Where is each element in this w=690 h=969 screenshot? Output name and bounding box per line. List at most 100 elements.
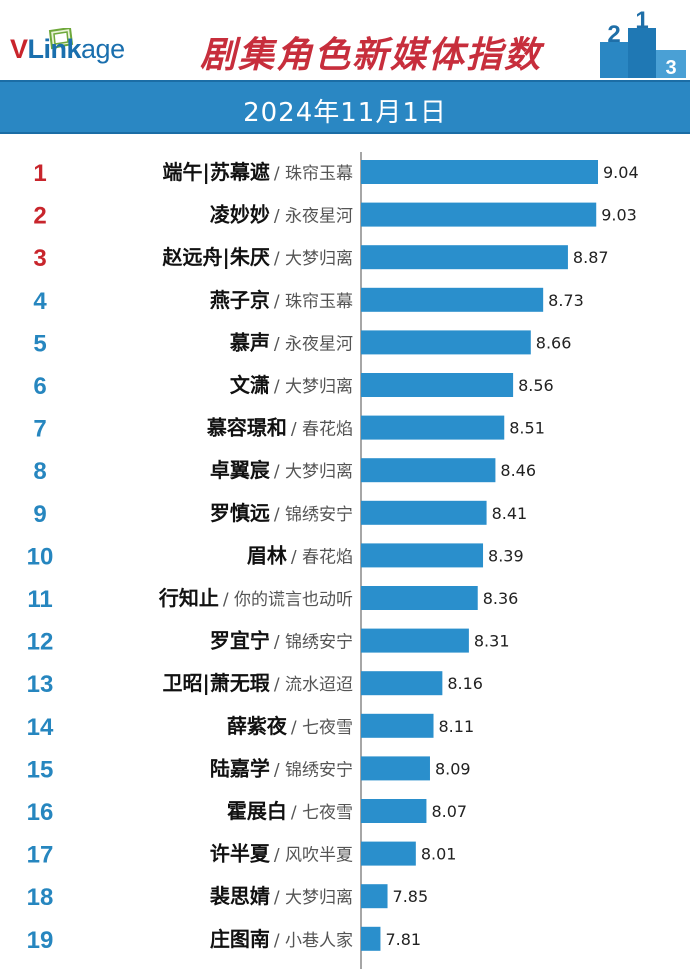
value-label: 8.73	[548, 291, 584, 310]
character-name: 眉林	[247, 543, 287, 567]
rank-label: 12	[27, 629, 54, 656]
show-name: 锦绣安宁	[285, 505, 353, 525]
chart-row: 18 裴思婧 / 大梦归离 7.85	[27, 884, 428, 911]
logo-text: VLinkage	[10, 34, 125, 65]
category-label: 慕容璟和 / 春花焰	[207, 416, 353, 440]
chart-row: 2 凌妙妙 / 永夜星河 9.03	[33, 202, 637, 230]
ranking-bar-chart: 1 端午|苏幕遮 / 珠帘玉幕 9.042 凌妙妙 / 永夜星河 9.033 赵远舟|朱厌 / …	[27, 152, 639, 969]
chart-row: 19 庄图南 / 小巷人家 7.81	[27, 926, 421, 954]
date-label: 2024年11月1日	[243, 98, 447, 128]
chart-row: 17 许半夏 / 风吹半夏 8.01	[27, 841, 456, 869]
value-label: 9.03	[601, 206, 637, 225]
podium-digit-2: 2	[607, 21, 620, 48]
show-name: 永夜星河	[285, 207, 353, 227]
value-label: 8.16	[447, 674, 483, 693]
chart-row: 9 罗慎远 / 锦绣安宁 8.41	[33, 500, 528, 528]
label-separator: /	[291, 803, 302, 823]
show-name: 风吹半夏	[285, 846, 353, 866]
rank-label: 6	[33, 373, 46, 400]
label-separator: /	[223, 590, 234, 610]
character-name: 陆嘉学	[210, 756, 270, 780]
character-name: 端午|苏幕遮	[163, 160, 270, 184]
label-separator: /	[274, 888, 285, 908]
character-name: 行知止	[158, 586, 219, 610]
show-name: 你的谎言也动听	[234, 590, 353, 610]
character-name: 庄图南	[210, 927, 270, 951]
date-band: 2024年11月1日	[0, 80, 690, 134]
value-label: 8.36	[483, 589, 519, 608]
rank-label: 8	[33, 458, 46, 485]
character-name: 卫昭|萧无瑕	[163, 671, 271, 695]
value-bar	[361, 799, 427, 823]
logo-frame-icon	[48, 28, 74, 50]
label-separator: /	[291, 547, 302, 567]
character-name: 罗慎远	[210, 501, 270, 525]
label-separator: /	[274, 846, 285, 866]
category-label: 文潇 / 大梦归离	[230, 373, 353, 397]
show-name: 大梦归离	[285, 888, 353, 908]
character-name: 卓翼宸	[210, 458, 271, 482]
character-name: 许半夏	[210, 842, 271, 866]
rank-label: 15	[27, 756, 54, 783]
character-name: 文潇	[230, 373, 270, 397]
value-label: 8.39	[488, 546, 524, 565]
character-name: 罗宜宁	[210, 629, 270, 653]
label-separator: /	[274, 760, 285, 780]
character-name: 裴思婧	[209, 884, 270, 908]
label-separator: /	[274, 249, 285, 269]
podium-digit-1: 1	[635, 8, 648, 34]
label-separator: /	[274, 675, 285, 695]
value-label: 8.41	[492, 504, 528, 523]
show-name: 永夜星河	[285, 334, 353, 354]
rank-label: 2	[33, 203, 46, 230]
show-name: 珠帘玉幕	[285, 292, 353, 312]
header: VLinkage 剧集角色新媒体指数 2 1 3	[0, 0, 690, 80]
character-name: 燕子京	[210, 288, 270, 312]
show-name: 春花焰	[302, 547, 353, 567]
label-separator: /	[274, 207, 285, 227]
podium-icon: 2 1 3	[600, 8, 686, 78]
vlinkage-logo: VLinkage	[8, 28, 158, 68]
value-bar	[361, 756, 430, 781]
value-label: 7.81	[385, 930, 421, 949]
show-name: 大梦归离	[285, 462, 353, 482]
character-name: 霍展白	[227, 799, 287, 823]
category-label: 行知止 / 你的谎言也动听	[158, 586, 353, 610]
value-label: 8.46	[500, 461, 536, 480]
value-bar	[361, 458, 496, 483]
character-name: 薛紫夜	[227, 714, 288, 738]
show-name: 七夜雪	[302, 803, 353, 823]
show-name: 锦绣安宁	[285, 633, 353, 653]
chart-row: 15 陆嘉学 / 锦绣安宁 8.09	[27, 756, 471, 783]
value-label: 8.87	[573, 248, 609, 267]
rank-label: 13	[27, 671, 54, 698]
label-separator: /	[291, 718, 302, 738]
chart-row: 16 霍展白 / 七夜雪 8.07	[27, 799, 467, 826]
category-label: 薛紫夜 / 七夜雪	[227, 714, 353, 738]
logo-age: age	[81, 34, 125, 64]
logo-v: V	[10, 34, 28, 64]
label-separator: /	[274, 334, 285, 354]
rank-label: 3	[33, 245, 46, 272]
label-separator: /	[274, 505, 285, 525]
category-label: 慕声 / 永夜星河	[230, 330, 353, 354]
chart-row: 8 卓翼宸 / 大梦归离 8.46	[33, 458, 536, 485]
category-label: 燕子京 / 珠帘玉幕	[210, 288, 353, 312]
value-bar	[361, 628, 469, 653]
label-separator: /	[291, 420, 302, 440]
rank-label: 1	[33, 160, 46, 187]
value-label: 8.11	[439, 717, 475, 736]
show-name: 珠帘玉幕	[285, 164, 353, 184]
show-name: 大梦归离	[285, 249, 353, 269]
value-bar	[361, 202, 597, 227]
category-label: 庄图南 / 小巷人家	[210, 927, 353, 951]
logo-link: Link	[27, 34, 82, 64]
value-bar	[361, 330, 531, 355]
rank-label: 7	[33, 416, 46, 443]
rank-label: 5	[33, 330, 46, 357]
label-separator: /	[274, 164, 285, 184]
show-name: 大梦归离	[285, 377, 353, 397]
value-bar	[361, 160, 598, 184]
category-label: 卓翼宸 / 大梦归离	[210, 458, 353, 482]
value-label: 8.51	[509, 419, 545, 438]
